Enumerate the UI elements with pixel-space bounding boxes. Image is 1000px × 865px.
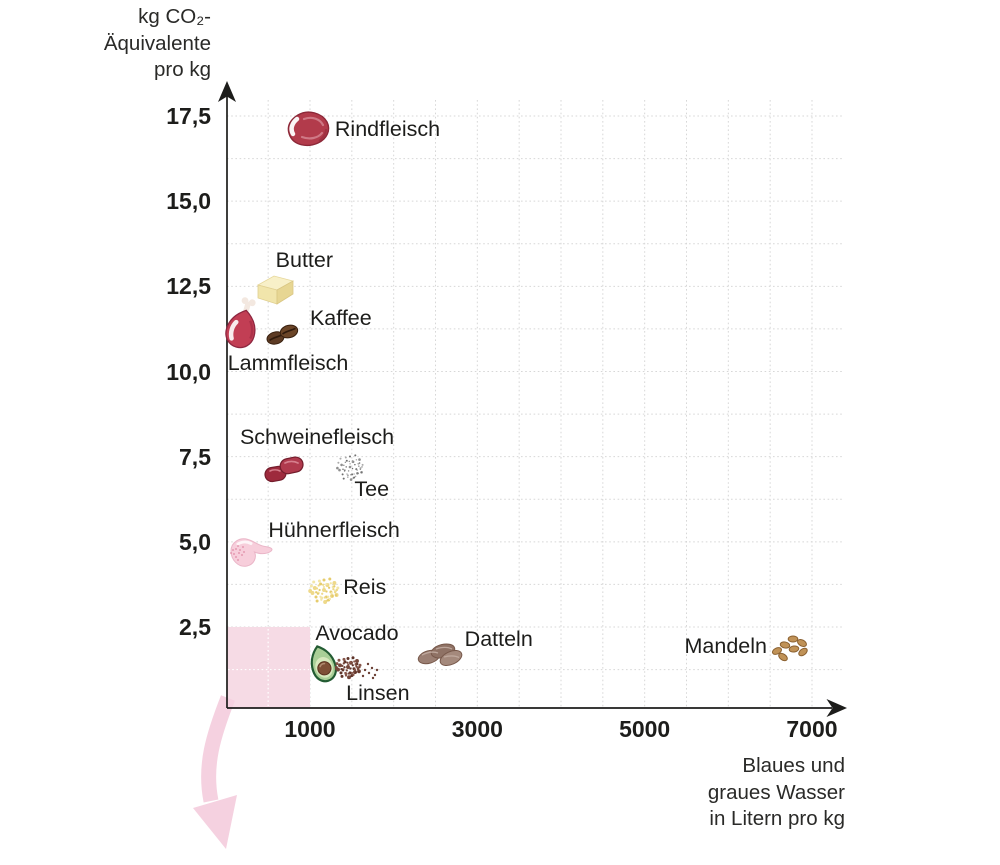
x-axis-title-line-2: graues Wasser: [707, 780, 845, 804]
coffee-icon: [265, 322, 299, 346]
x-axis-title: Blaues und graues Wasser in Litern pro k…: [595, 753, 845, 833]
avocado-icon: [304, 643, 342, 685]
y-tick-label: 7,5: [179, 443, 211, 470]
lamb-icon: [223, 295, 263, 353]
food-label-kaffee: Kaffee: [309, 306, 372, 331]
food-label-tee: Tee: [354, 476, 390, 501]
pork-icon: [263, 455, 305, 485]
food-label-rindfleisch: Rindfleisch: [334, 116, 441, 141]
y-tick-label: 2,5: [179, 614, 211, 640]
highlight-arrow: [193, 695, 237, 849]
food-label-butter: Butter: [275, 247, 334, 272]
x-tick-label: 1000: [284, 716, 336, 742]
x-tick-label: 3000: [451, 716, 503, 742]
food-label-lammfleisch: Lammfleisch: [227, 350, 349, 375]
butter-icon: [249, 273, 295, 307]
x-axis-title-line-1: Blaues und: [742, 754, 845, 777]
x-axis-title-line-3: in Litern pro kg: [709, 807, 845, 830]
food-label-mandeln: Mandeln: [684, 634, 767, 659]
y-axis-title-line-2: Äquivalente: [103, 31, 211, 55]
dates-icon: [416, 640, 464, 668]
beef-icon: [285, 110, 331, 150]
rice-icon: [308, 576, 340, 604]
food-label-avocado: Avocado: [315, 621, 399, 646]
food-label-h-hnerfleisch: Hühnerfleisch: [268, 518, 400, 543]
y-tick-label: 12,5: [166, 273, 211, 300]
x-axis-arrowhead: [826, 699, 847, 717]
x-tick-label: 5000: [619, 716, 671, 742]
tea-icon: [335, 452, 365, 482]
y-tick-label: 15,0: [166, 188, 211, 215]
y-tick-label: 5,0: [179, 528, 211, 555]
food-label-reis: Reis: [343, 574, 387, 599]
y-tick-label: 17,5: [166, 103, 211, 129]
y-axis-title: kg CO₂- Äquivalente pro kg: [0, 4, 211, 84]
lentils-icon: [334, 654, 379, 682]
food-label-datteln: Datteln: [464, 627, 533, 652]
y-axis-title-line-1: kg CO₂-: [138, 5, 211, 28]
y-tick-label: 10,0: [166, 358, 211, 385]
y-axis-arrowhead: [218, 81, 236, 102]
food-label-linsen: Linsen: [346, 680, 410, 705]
y-axis-title-line-3: pro kg: [154, 58, 211, 81]
almonds-icon: [769, 632, 809, 662]
x-tick-label: 7000: [786, 716, 838, 742]
chicken-icon: [225, 534, 281, 570]
food-label-schweinefleisch: Schweinefleisch: [239, 425, 395, 450]
